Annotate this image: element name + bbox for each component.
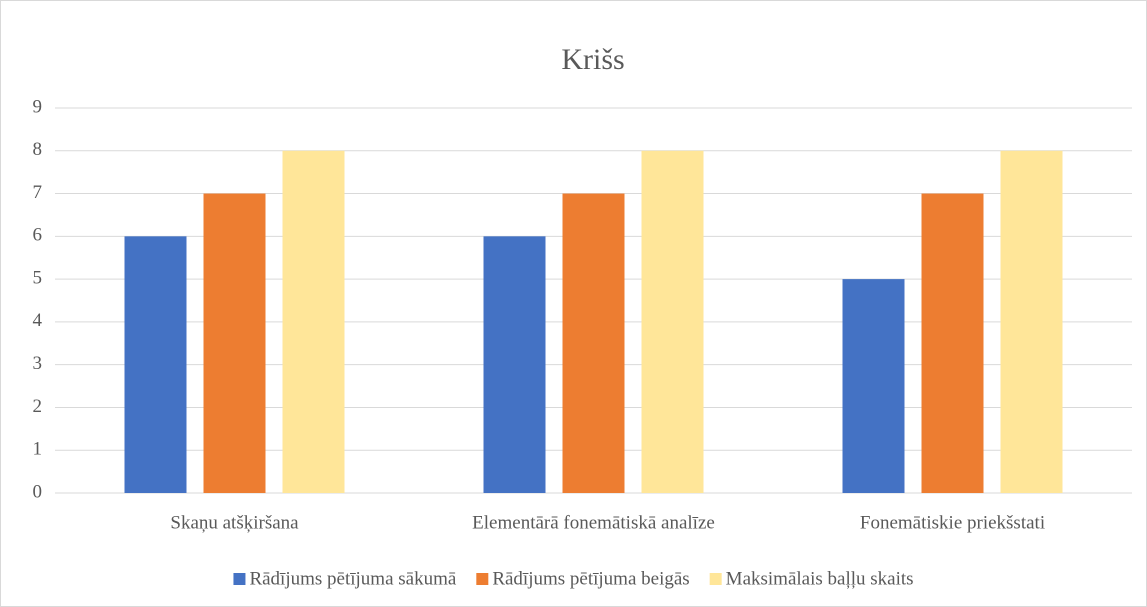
bar (562, 193, 625, 494)
y-tick-label: 1 (33, 439, 43, 460)
bar (203, 193, 266, 494)
y-tick-label: 6 (33, 225, 43, 246)
legend-label: Rādījums pētījuma beigās (492, 568, 689, 589)
y-tick-label: 8 (33, 139, 43, 160)
legend-swatch (709, 573, 722, 585)
y-tick-label: 0 (33, 481, 43, 502)
legend-swatch (476, 573, 489, 585)
x-tick-label: Fonemātiskie priekšstati (860, 512, 1045, 533)
bar (1000, 150, 1063, 493)
bar (483, 236, 546, 494)
chart-title: Krišs (561, 43, 624, 76)
y-tick-label: 7 (33, 182, 43, 203)
x-tick-label: Skaņu atšķiršana (170, 512, 299, 533)
legend-label: Maksimālais baļļu skaits (726, 568, 914, 589)
bar (921, 193, 984, 494)
bar (124, 236, 187, 494)
bar (282, 150, 345, 493)
y-tick-label: 4 (33, 310, 43, 331)
y-tick-label: 2 (33, 396, 43, 417)
legend-label: Rādījums pētījuma sākumā (249, 568, 456, 589)
legend-swatch (233, 573, 246, 585)
bar (842, 279, 905, 493)
y-tick-label: 5 (33, 267, 43, 288)
bar (641, 150, 704, 493)
x-tick-label: Elementārā fonemātiskā analīze (472, 512, 715, 533)
y-tick-label: 3 (33, 353, 43, 374)
y-tick-label: 9 (33, 96, 43, 117)
